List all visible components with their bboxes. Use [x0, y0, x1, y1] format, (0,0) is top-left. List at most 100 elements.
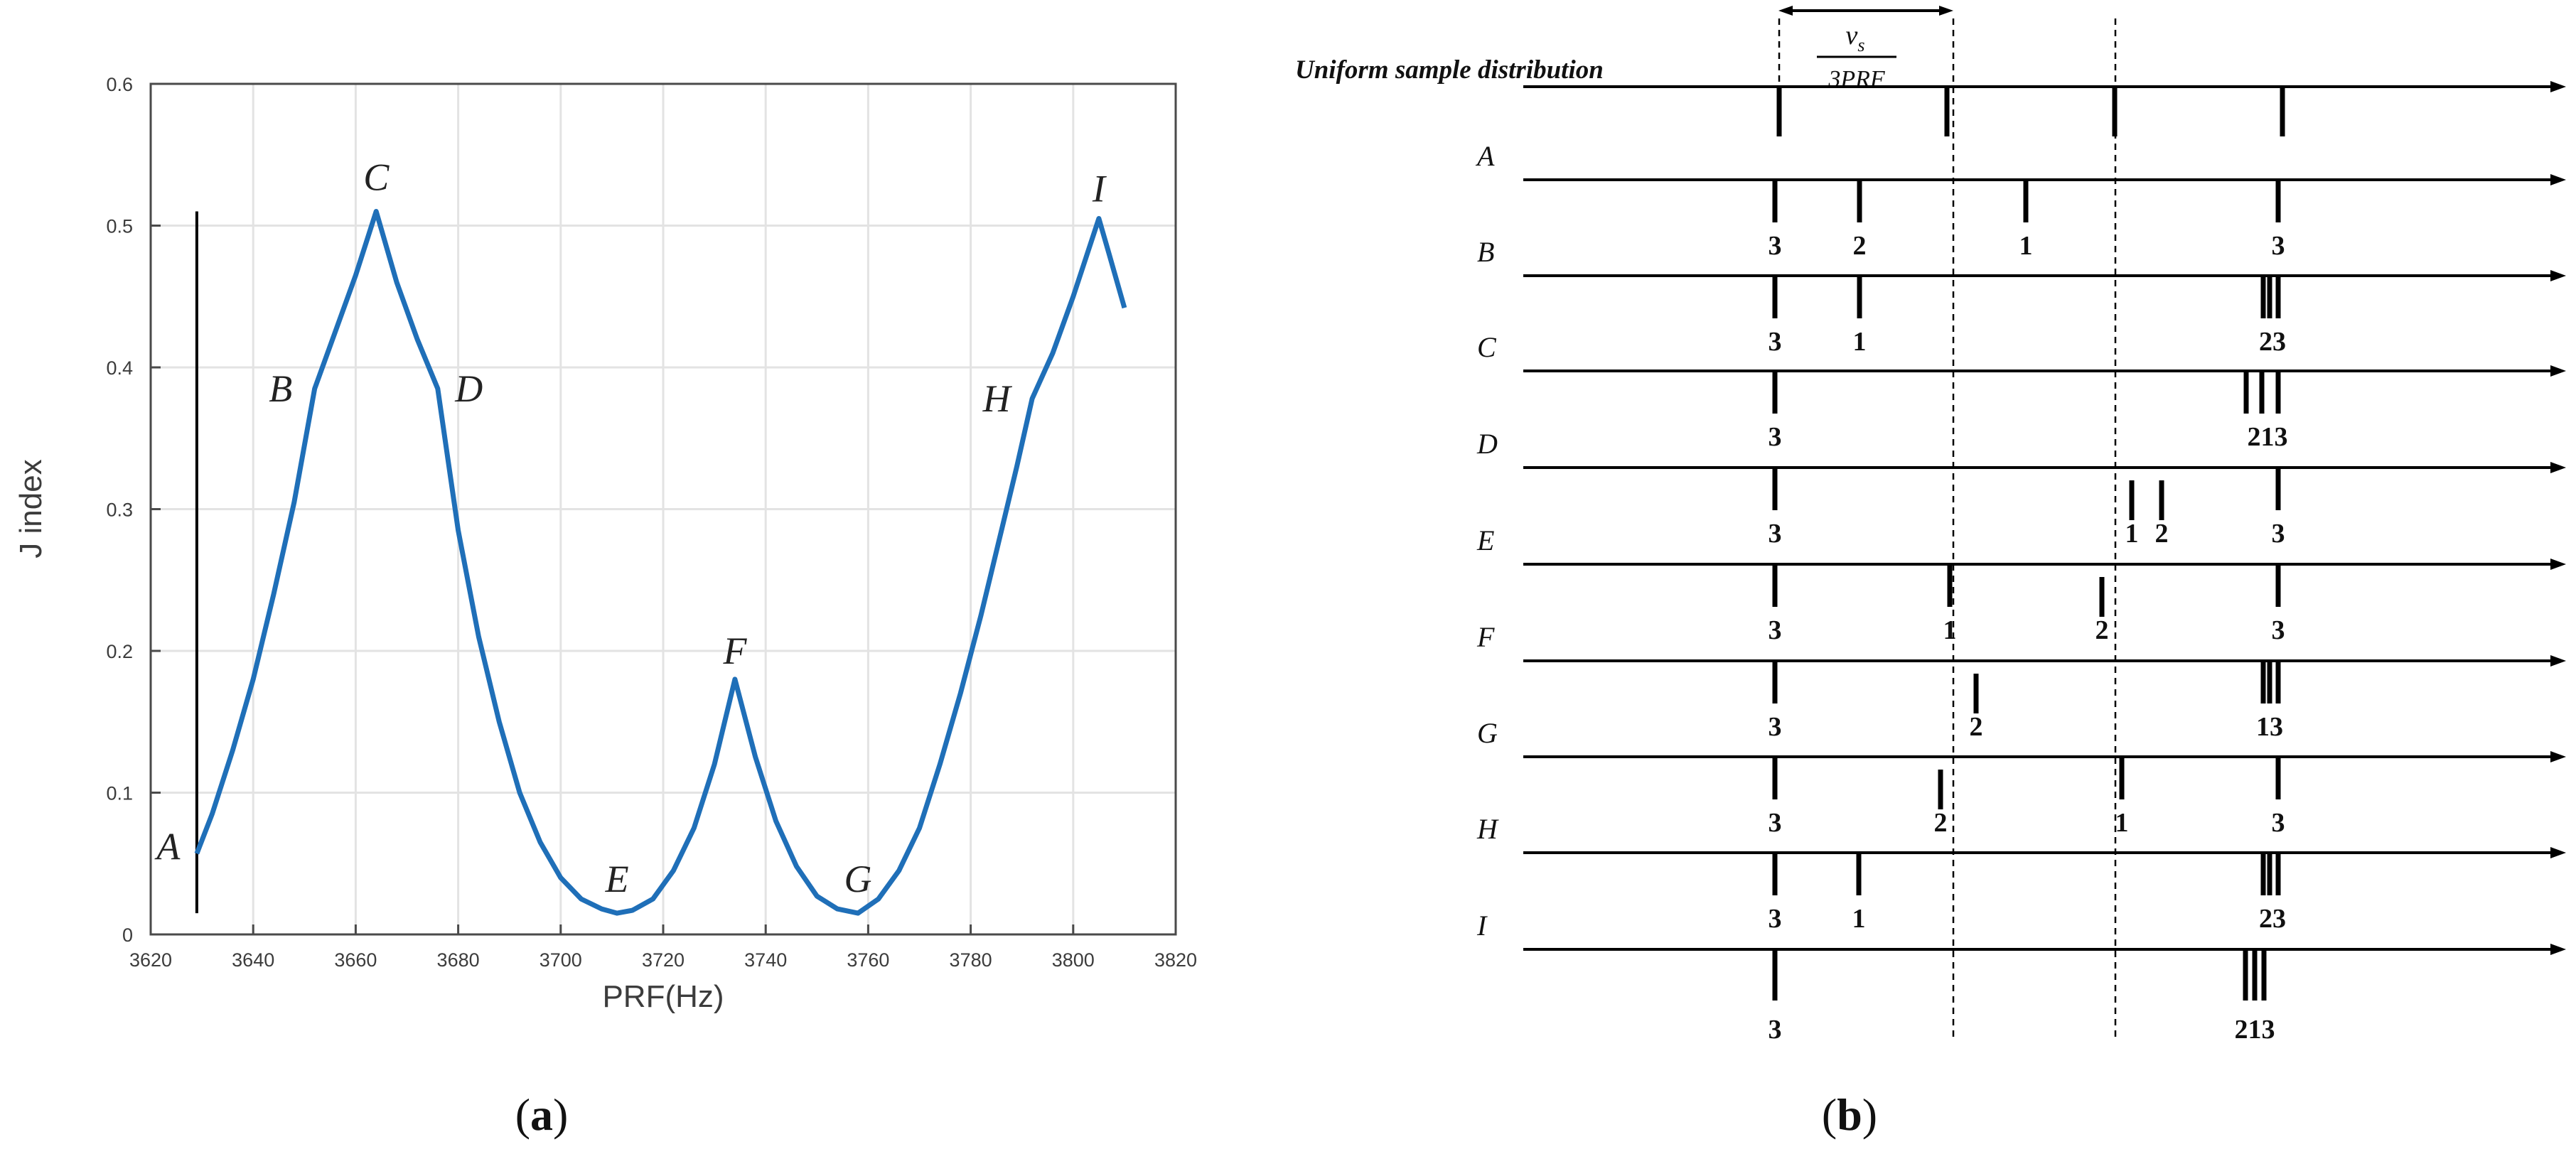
sample-index-label: 3: [1769, 904, 1782, 934]
spacing-arrowhead-left: [1778, 6, 1793, 16]
panel-b-diagram: Uniform sample distribution vs 3PRF A3 2 1…: [1295, 6, 2566, 1140]
sample-index-label: 1: [2115, 808, 2129, 838]
uniform-axis: [1523, 81, 2566, 136]
x-tick-label: 3800: [1052, 949, 1095, 971]
uniform-distribution-label: Uniform sample distribution: [1295, 55, 1604, 85]
spacing-annotation: vs 3PRF: [1778, 6, 1953, 92]
sample-index-label: 213: [2235, 1015, 2275, 1045]
row-d: D 3 1 2 3: [1476, 428, 2566, 549]
x-tick-label: 3640: [232, 949, 274, 971]
y-tick-label: 0.3: [106, 500, 133, 521]
sample-index-label: 213: [2248, 422, 2288, 452]
sample-index-label: 2: [1970, 712, 1983, 742]
sample-index-label: 1: [2125, 519, 2139, 549]
point-labels: A B C D E F G H I: [154, 156, 1107, 901]
j-index-series-line: [194, 209, 1127, 916]
point-label-g: G: [844, 858, 871, 900]
row-label: C: [1477, 331, 1497, 363]
row-axis-arrowhead: [2550, 462, 2566, 473]
y-tick-label: 0.2: [106, 641, 133, 662]
row-h: H 3 1 23: [1476, 813, 2566, 934]
sample-index-label: 3: [1769, 1015, 1782, 1045]
row-axis-arrowhead: [2550, 751, 2566, 762]
point-label-d: D: [454, 367, 483, 410]
panel-a-chart: 3620 3640 3660 3680 3700 3720 3740 3760 3780 3800…: [14, 74, 1197, 1140]
point-label-a: A: [154, 825, 181, 868]
row-label: F: [1476, 621, 1495, 653]
x-tick-label: 3620: [129, 949, 172, 971]
spacing-arrowhead-right: [1939, 6, 1953, 16]
sample-index-label: 3: [1769, 712, 1782, 742]
dashed-guides: [1778, 18, 2117, 1037]
row-axis-arrowhead: [2550, 847, 2566, 858]
grid: [149, 82, 1177, 936]
row-i: I 3 213: [1476, 910, 2566, 1045]
x-axis-label: PRF(Hz): [602, 979, 724, 1014]
row-axis-arrowhead: [2550, 365, 2566, 377]
sample-index-label: 3: [2272, 231, 2285, 261]
sample-index-label: 1: [1853, 327, 1867, 357]
row-axis-arrowhead: [2550, 174, 2566, 185]
y-tick-labels: 0 0.1 0.2 0.3 0.4 0.5 0.6: [106, 74, 133, 946]
sample-index-label: 1: [1852, 904, 1866, 934]
tick-marks: [149, 82, 1177, 936]
sample-index-label: 23: [2259, 327, 2286, 357]
y-tick-label: 0: [122, 924, 133, 946]
x-tick-label: 3820: [1154, 949, 1197, 971]
sample-index-label: 3: [2272, 519, 2285, 549]
x-tick-label: 3700: [540, 949, 582, 971]
sample-index-label: 1: [2019, 231, 2033, 261]
row-a: A 3 2 1 3: [1475, 140, 2566, 261]
sample-index-label: 3: [1769, 422, 1782, 452]
row-label: B: [1477, 236, 1494, 268]
sample-index-label: 2: [2155, 519, 2169, 549]
sample-index-label: 2: [1934, 808, 1948, 838]
row-c: C 3 213: [1477, 331, 2566, 452]
sample-index-label: 3: [1769, 615, 1782, 645]
y-tick-label: 0.6: [106, 74, 133, 95]
point-label-h: H: [982, 377, 1013, 420]
y-tick-label: 0.1: [106, 783, 133, 804]
y-tick-label: 0.4: [106, 357, 133, 379]
x-tick-label: 3740: [744, 949, 787, 971]
uniform-sample-axis-arrowhead: [2550, 81, 2566, 92]
row-f: F 3 2 13: [1476, 621, 2566, 742]
x-tick-label: 3720: [642, 949, 685, 971]
sample-index-label: 13: [2256, 712, 2283, 742]
sample-index-label: 23: [2259, 904, 2286, 934]
row-axis-arrowhead: [2550, 655, 2566, 667]
sample-index-label: 3: [2272, 615, 2285, 645]
row-label: A: [1475, 140, 1495, 172]
point-label-e: E: [605, 858, 629, 900]
x-tick-labels: 3620 3640 3660 3680 3700 3720 3740 3760 3780 3800…: [129, 949, 1197, 971]
x-tick-label: 3760: [847, 949, 889, 971]
row-axis-arrowhead: [2550, 270, 2566, 281]
panel-label-a: (a): [515, 1089, 569, 1140]
sample-index-label: 1: [1943, 615, 1957, 645]
sample-index-label: 3: [1769, 231, 1782, 261]
spacing-numerator: vs: [1846, 21, 1865, 55]
row-label: D: [1476, 428, 1498, 460]
row-axis-arrowhead: [2550, 559, 2566, 570]
row-g: G 3 2 1 3: [1477, 717, 2566, 838]
point-label-f: F: [722, 630, 747, 672]
row-e: E 3 1 2 3: [1476, 524, 2566, 645]
x-tick-label: 3780: [950, 949, 992, 971]
row-axis-arrowhead: [2550, 944, 2566, 955]
y-tick-label: 0.5: [106, 216, 133, 237]
sample-index-label: 3: [1769, 519, 1782, 549]
sample-index-label: 3: [1769, 808, 1782, 838]
spacing-denominator: 3PRF: [1828, 66, 1886, 92]
x-tick-label: 3680: [437, 949, 480, 971]
point-label-c: C: [363, 156, 390, 199]
sample-index-label: 3: [1769, 327, 1782, 357]
row-label: I: [1476, 910, 1488, 942]
point-label-b: B: [269, 367, 292, 410]
x-tick-label: 3660: [334, 949, 377, 971]
sample-index-label: 3: [2272, 808, 2285, 838]
row-b: B 3 1 23: [1477, 236, 2566, 357]
row-label: G: [1477, 717, 1498, 749]
y-axis-label: J index: [14, 459, 48, 558]
